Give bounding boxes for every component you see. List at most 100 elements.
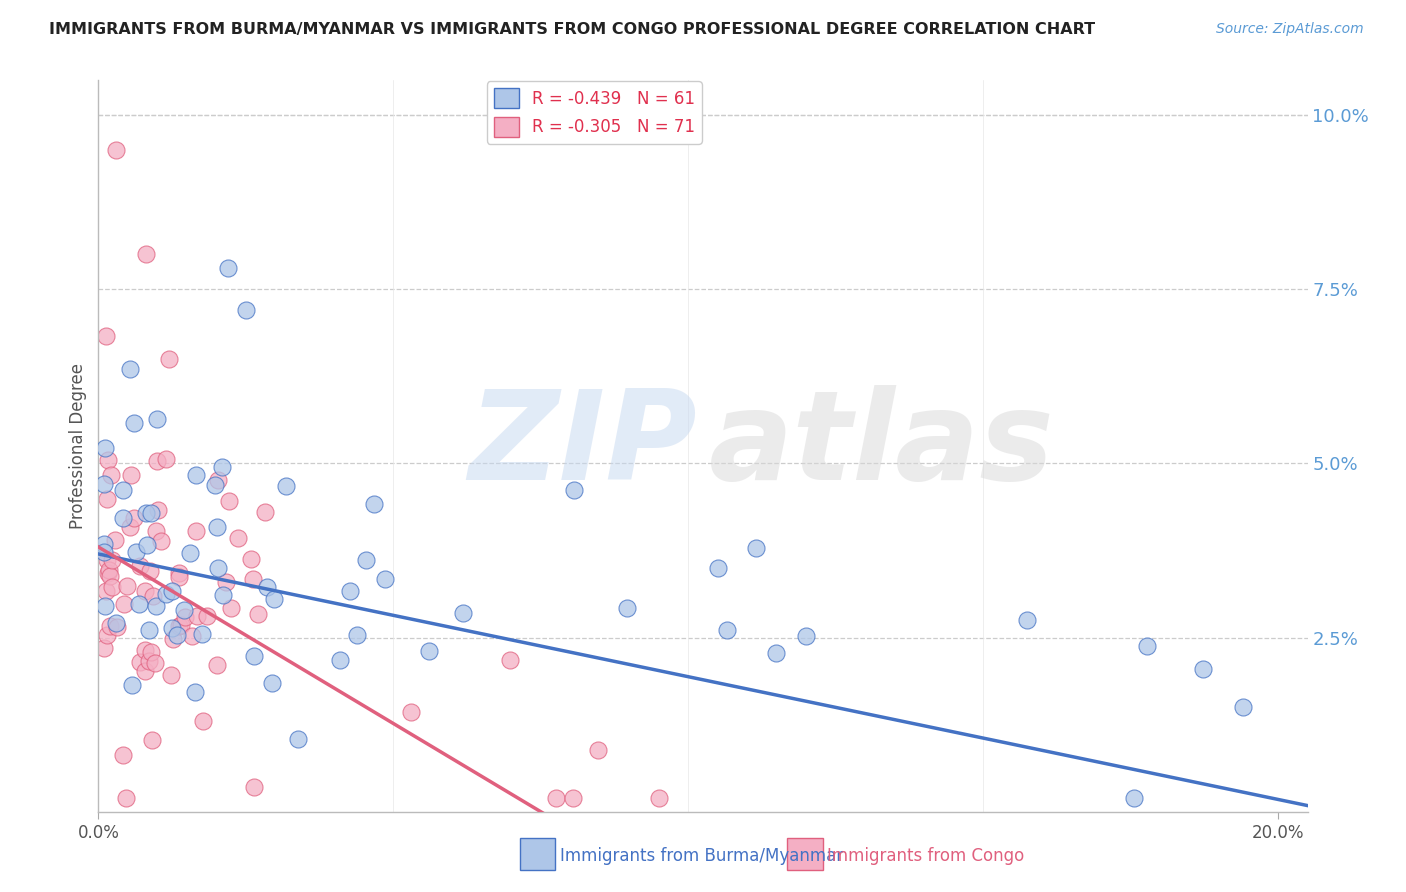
Point	[204, 477, 226, 491]
Point	[287, 732, 309, 747]
Text: Immigrants from Congo: Immigrants from Congo	[827, 847, 1024, 865]
Point	[648, 790, 671, 805]
Point	[128, 558, 150, 573]
Legend: R = -0.439   N = 61, R = -0.305   N = 71: R = -0.439 N = 61, R = -0.305 N = 71	[486, 81, 702, 144]
Point	[96, 553, 118, 567]
Point	[179, 546, 201, 560]
Point	[184, 468, 207, 483]
Point	[211, 460, 233, 475]
Point	[184, 685, 207, 699]
Point	[118, 519, 141, 533]
Y-axis label: Professional Degree: Professional Degree	[69, 363, 87, 529]
Point	[329, 653, 352, 667]
Point	[207, 658, 229, 673]
Point	[122, 416, 145, 430]
Point	[191, 714, 214, 729]
Point	[167, 570, 190, 584]
Point	[794, 629, 817, 643]
Point	[115, 579, 138, 593]
Point	[253, 505, 276, 519]
Point	[114, 790, 136, 805]
Point	[111, 483, 134, 497]
Point	[1192, 662, 1215, 676]
Point	[141, 645, 163, 659]
Point	[256, 580, 278, 594]
Point	[155, 587, 177, 601]
Point	[93, 641, 115, 656]
Point	[138, 623, 160, 637]
Point	[160, 667, 183, 681]
Point	[191, 627, 214, 641]
Point	[1015, 613, 1038, 627]
Point	[451, 606, 474, 620]
Point	[96, 492, 118, 507]
Point	[346, 628, 368, 642]
Point	[207, 473, 229, 487]
Point	[263, 592, 285, 607]
Point	[125, 544, 148, 558]
Point	[97, 566, 120, 580]
Point	[247, 607, 270, 621]
Point	[100, 468, 122, 483]
Text: Immigrants from Burma/Myanmar: Immigrants from Burma/Myanmar	[560, 847, 842, 865]
Point	[134, 664, 156, 678]
Point	[616, 601, 638, 615]
Point	[181, 629, 204, 643]
Point	[418, 644, 440, 658]
Point	[150, 533, 173, 548]
Point	[706, 561, 728, 575]
Point	[128, 597, 150, 611]
Point	[120, 467, 142, 482]
Point	[105, 615, 128, 630]
Point	[586, 743, 609, 757]
Point	[138, 654, 160, 668]
Point	[544, 790, 567, 805]
Point	[139, 506, 162, 520]
Point	[1135, 639, 1157, 653]
Point	[94, 441, 117, 455]
Point	[184, 524, 207, 539]
Point	[173, 603, 195, 617]
Text: atlas: atlas	[709, 385, 1054, 507]
Point	[145, 524, 167, 538]
Point	[146, 454, 169, 468]
Text: Source: ZipAtlas.com: Source: ZipAtlas.com	[1216, 22, 1364, 37]
Point	[111, 748, 134, 763]
Point	[339, 584, 361, 599]
Point	[274, 479, 297, 493]
Point	[167, 566, 190, 580]
Point	[162, 583, 184, 598]
Point	[101, 581, 124, 595]
Point	[562, 483, 585, 498]
Point	[112, 598, 135, 612]
Point	[212, 588, 235, 602]
Point	[98, 618, 121, 632]
Point	[215, 575, 238, 590]
Point	[96, 628, 118, 642]
Point	[243, 648, 266, 663]
Point	[374, 572, 396, 586]
Point	[128, 655, 150, 669]
Point	[240, 552, 263, 566]
Point	[217, 261, 239, 276]
Point	[145, 599, 167, 614]
Point	[122, 510, 145, 524]
Point	[96, 584, 118, 599]
Point	[356, 553, 378, 567]
Point	[104, 533, 127, 548]
Point	[135, 247, 157, 261]
Point	[155, 452, 177, 467]
Text: ZIP: ZIP	[468, 385, 697, 507]
Point	[235, 303, 257, 318]
Point	[399, 705, 422, 719]
Point	[139, 564, 162, 578]
Point	[716, 623, 738, 637]
Point	[186, 609, 208, 624]
Point	[134, 583, 156, 598]
Point	[146, 502, 169, 516]
Point	[135, 507, 157, 521]
Point	[105, 143, 128, 157]
Point	[242, 572, 264, 586]
Point	[93, 476, 115, 491]
Point	[219, 600, 242, 615]
